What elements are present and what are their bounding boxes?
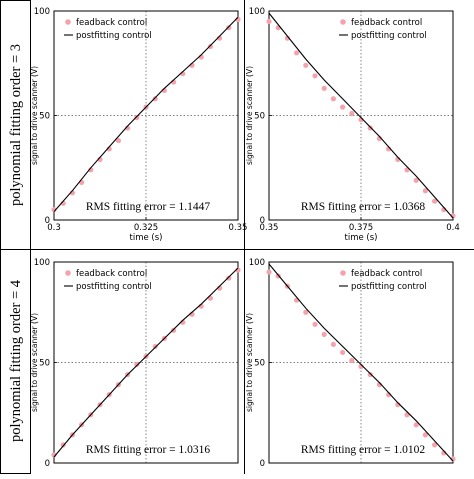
data-point xyxy=(134,361,140,368)
x-tick-label: 0.35 xyxy=(260,223,279,233)
rms-annotation: RMS fitting error = 1.1447 xyxy=(86,201,211,213)
data-point xyxy=(330,341,336,348)
row-label-2: polynomial fitting order = 4 xyxy=(8,279,24,442)
legend-marker-feedback xyxy=(340,19,346,25)
y-tick-label: 100 xyxy=(249,258,265,268)
data-point xyxy=(340,104,346,110)
data-point xyxy=(413,422,419,428)
series-line xyxy=(53,267,239,458)
y-tick-label: 0 xyxy=(45,459,50,469)
rms-annotation: RMS fitting error = 1.0316 xyxy=(86,444,211,456)
legend-label-postfitting: postfitting control xyxy=(351,31,427,41)
y-tick-label: 0 xyxy=(260,459,265,469)
data-point xyxy=(330,96,336,102)
chart-panel-2: 0 50 100 0.35 0.375 0.4 time (s) signal to driv… xyxy=(245,7,460,243)
y-tick-label: 100 xyxy=(34,258,50,268)
data-point xyxy=(152,343,158,350)
chart-panel-3: 0 50 100 signal to drive scanner (V) feadbac… xyxy=(30,258,241,469)
chart-panels: 0 50 100 0.3 0.325 0.35 time (s) signal to driv… xyxy=(30,7,460,469)
data-point xyxy=(152,96,158,102)
data-point xyxy=(321,331,327,337)
x-tick-label: 0.3 xyxy=(47,223,61,233)
legend-marker-feedback xyxy=(65,270,71,276)
legend-label-feedback: feadback control xyxy=(351,18,422,28)
data-point xyxy=(266,18,272,25)
data-point xyxy=(266,269,272,275)
y-axis-label: signal to drive scanner (V) xyxy=(30,313,39,412)
data-point xyxy=(171,327,177,333)
y-tick-label: 50 xyxy=(254,112,265,122)
series-line xyxy=(268,263,454,462)
data-point xyxy=(432,442,438,448)
y-axis-label: signal to drive scanner (V) xyxy=(30,66,39,165)
y-tick-label: 100 xyxy=(34,7,50,17)
data-point xyxy=(312,321,318,327)
x-tick-label: 0.4 xyxy=(446,223,460,233)
data-point xyxy=(349,110,355,117)
legend-label-postfitting: postfitting control xyxy=(76,31,152,41)
data-point xyxy=(303,62,309,68)
series-line xyxy=(53,16,239,212)
y-tick-label: 0 xyxy=(260,216,265,226)
data-point xyxy=(303,309,309,315)
y-axis-label: signal to drive scanner (V) xyxy=(245,313,254,412)
data-point xyxy=(367,371,373,378)
data-point xyxy=(321,85,327,91)
legend-label-feedback: feadback control xyxy=(76,18,147,28)
data-point xyxy=(294,50,300,56)
data-point xyxy=(115,137,121,144)
data-point xyxy=(432,198,438,204)
data-point xyxy=(422,188,428,194)
data-point xyxy=(207,43,213,50)
legend-marker-feedback xyxy=(340,270,346,276)
x-tick-label: 0.35 xyxy=(229,223,248,233)
data-point xyxy=(340,349,346,356)
y-tick-label: 0 xyxy=(45,216,50,226)
data-point xyxy=(422,432,428,438)
chart-panel-1: 0 50 100 0.3 0.325 0.35 time (s) signal to driv… xyxy=(30,7,247,243)
chart-panel-4: 0 50 100 signal to drive scanner (V) feadbac… xyxy=(245,258,456,469)
data-point xyxy=(413,177,419,183)
data-point xyxy=(226,25,232,31)
legend-label-postfitting: postfitting control xyxy=(351,282,427,292)
x-axis-label: time (s) xyxy=(345,233,378,243)
data-point xyxy=(349,357,355,364)
y-tick-label: 50 xyxy=(39,112,50,122)
y-axis-label: signal to drive scanner (V) xyxy=(245,66,254,165)
y-tick-label: 50 xyxy=(39,359,50,369)
rms-annotation: RMS fitting error = 1.0102 xyxy=(301,444,426,456)
y-tick-label: 100 xyxy=(249,7,265,17)
legend-label-postfitting: postfitting control xyxy=(76,282,152,292)
data-point xyxy=(312,73,318,79)
row-label-1: polynomial fitting order = 3 xyxy=(8,44,24,206)
data-point xyxy=(226,275,232,281)
data-point xyxy=(134,114,140,121)
x-tick-label: 0.375 xyxy=(349,223,373,233)
legend-label-feedback: feadback control xyxy=(351,269,422,279)
data-point xyxy=(367,125,373,131)
rms-annotation: RMS fitting error = 1.0368 xyxy=(301,201,426,213)
series-line xyxy=(268,12,454,219)
x-tick-label: 0.325 xyxy=(134,223,158,233)
y-tick-label: 50 xyxy=(254,359,265,369)
legend-marker-feedback xyxy=(65,19,71,25)
x-axis-label: time (s) xyxy=(130,233,163,243)
legend-label-feedback: feadback control xyxy=(76,269,147,279)
